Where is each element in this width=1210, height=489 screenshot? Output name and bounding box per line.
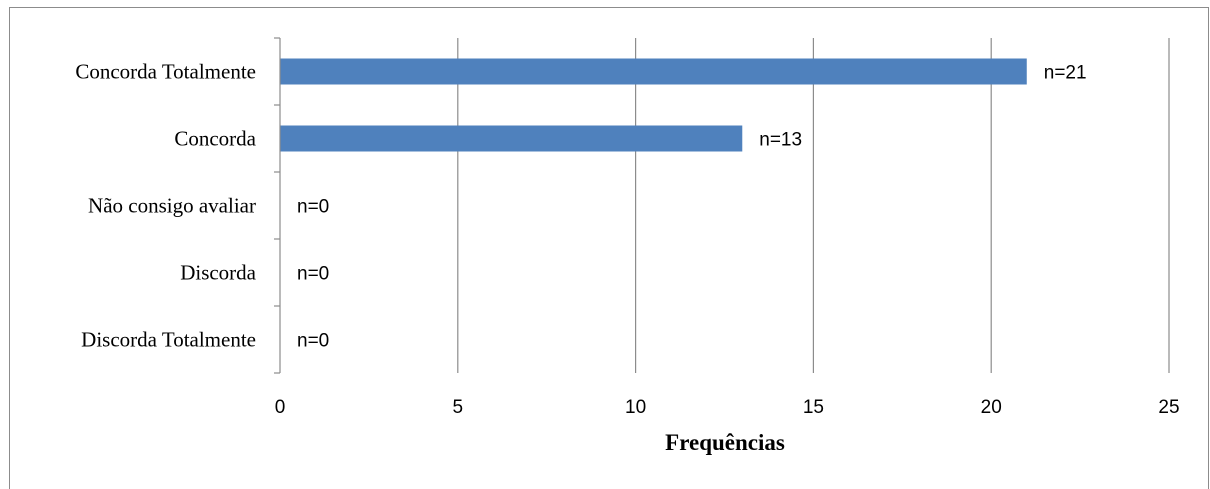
x-tick-label: 20: [981, 397, 1002, 418]
x-tick-label: 15: [803, 397, 824, 418]
data-label: n=13: [759, 130, 802, 151]
data-label: n=0: [297, 331, 329, 352]
category-label: Concorda: [174, 127, 256, 151]
x-axis-title: Frequências: [665, 430, 785, 455]
x-tick-label: 25: [1158, 397, 1179, 418]
chart-frame: [9, 7, 1209, 489]
bar: [280, 58, 1027, 85]
bars: [280, 58, 1027, 152]
x-tick-label: 0: [275, 397, 286, 418]
category-label: Discorda Totalmente: [81, 328, 256, 352]
x-tick-label: 10: [625, 397, 646, 418]
category-labels: Concorda Totalmente Concorda Não consigo a…: [75, 60, 256, 352]
axes: [274, 37, 281, 374]
data-label: n=21: [1044, 63, 1087, 84]
data-label: n=0: [297, 197, 329, 218]
tick-labels: 0 5 10 15 20 25: [275, 397, 1180, 418]
category-label: Concorda Totalmente: [75, 60, 256, 84]
data-label: n=0: [297, 264, 329, 285]
bar: [280, 125, 743, 152]
x-tick-label: 5: [453, 397, 464, 418]
grid-lines: [457, 38, 1170, 373]
category-label: Discorda: [180, 261, 256, 285]
data-labels: n=21 n=13 n=0 n=0 n=0: [297, 63, 1087, 352]
category-label: Não consigo avaliar: [88, 194, 256, 218]
